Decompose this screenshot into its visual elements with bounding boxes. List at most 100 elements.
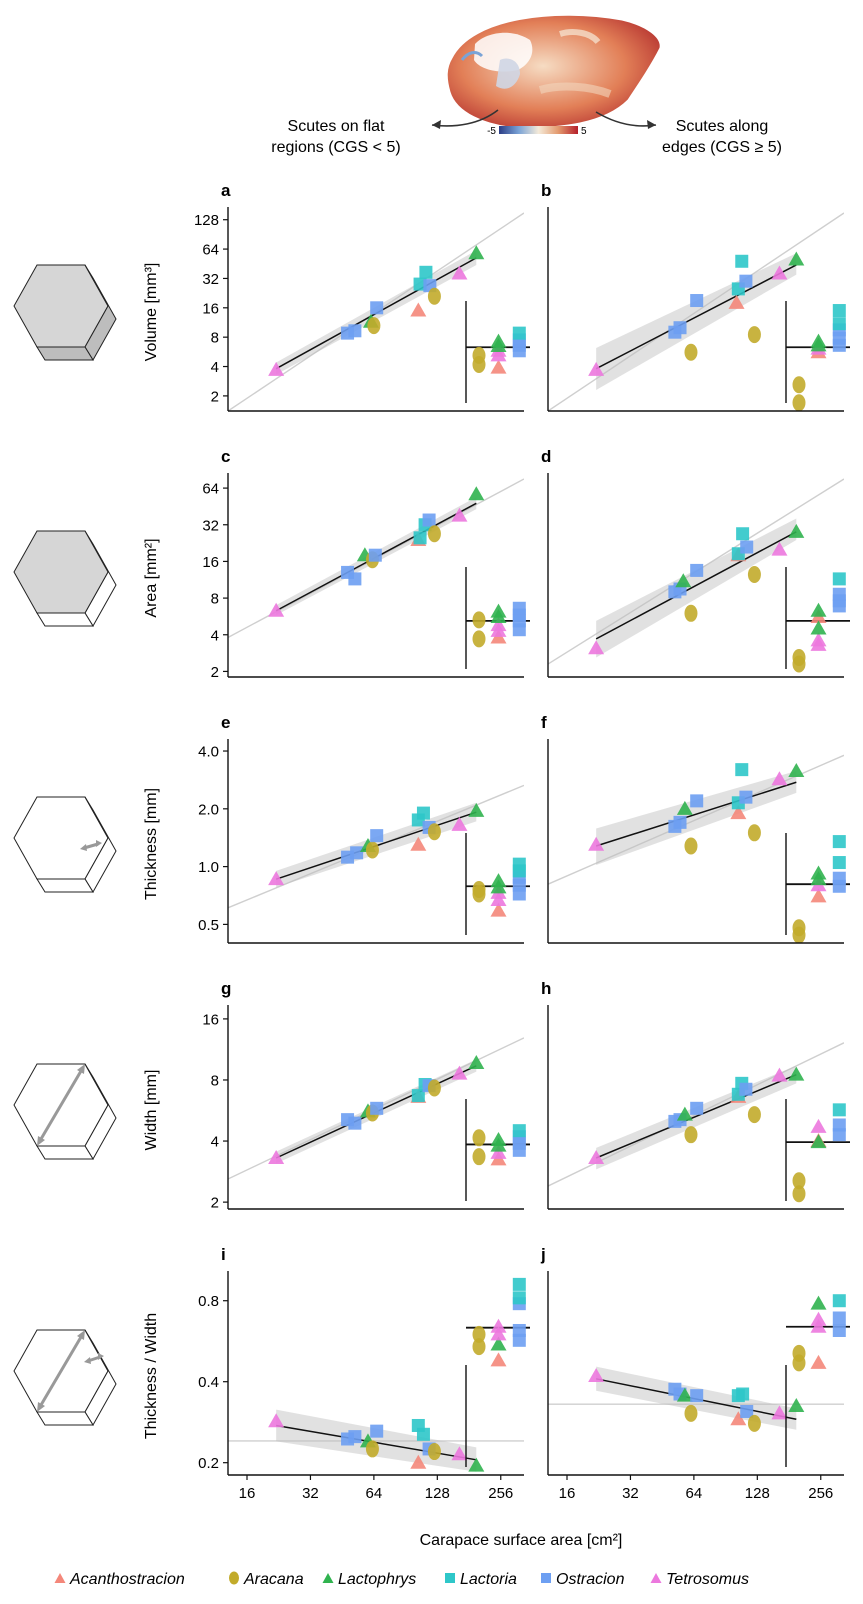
data-point-c-aracana — [427, 525, 441, 543]
data-point-h-lactophrys — [676, 1106, 693, 1121]
y-tick-label: 4 — [211, 359, 219, 376]
inset-point-b-lactoria — [832, 317, 846, 331]
inset-point-g-tetrosomus — [490, 1144, 507, 1159]
carapace-illustration — [446, 14, 661, 129]
inset-point-b-aracana — [792, 376, 806, 394]
y-tick-label: 2 — [211, 664, 219, 681]
legend-label: Tetrosomus — [666, 1571, 749, 1588]
inset-point-f-lactoria — [832, 835, 846, 849]
data-point-f-ostracion — [690, 794, 704, 808]
y-tick-label: 32 — [202, 271, 219, 288]
legend-label: Aracana — [243, 1571, 304, 1588]
y-tick-label: 2 — [211, 1195, 219, 1212]
data-point-h-aracana — [684, 1126, 698, 1144]
data-point-f-aracana — [747, 824, 761, 842]
y-tick-label: 0.2 — [198, 1455, 219, 1472]
scute-icon-ratio — [13, 1329, 117, 1426]
panel-g: g 2 4 8 16 Width [mm] — [143, 979, 530, 1212]
inset-point-c-tetrosomus — [490, 617, 507, 632]
right-arrow-icon — [595, 111, 657, 129]
inset-point-a-lactophrys — [490, 333, 507, 348]
data-point-j-lactoria — [736, 1387, 750, 1401]
data-point-f-ostracion — [673, 815, 687, 829]
data-point-e-ostracion — [350, 846, 364, 860]
y-tick-label: 32 — [202, 517, 219, 534]
x-tick-label: 64 — [366, 1485, 383, 1502]
data-point-b-tetrosomus — [771, 265, 788, 280]
inset-point-b-lactophrys — [810, 333, 827, 348]
data-point-f-lactophrys — [788, 762, 805, 777]
data-point-b-acanthostracion — [728, 294, 745, 309]
data-point-j-acanthostracion — [730, 1411, 747, 1426]
inset-point-g-aracana — [472, 1148, 486, 1166]
legend-marker — [445, 1573, 455, 1583]
data-point-a-ostracion — [370, 301, 384, 315]
data-point-i-aracana — [427, 1443, 441, 1461]
data-point-f-tetrosomus — [771, 771, 788, 786]
panel-i-plot-area — [228, 1409, 524, 1472]
regression-line — [595, 781, 797, 847]
data-point-a-aracana — [427, 287, 441, 305]
inset-point-b-aracana — [792, 394, 806, 412]
x-tick-label: 256 — [488, 1485, 513, 1502]
y-axis-label: Area [mm²] — [143, 538, 160, 617]
data-point-a-lactoria — [419, 265, 433, 279]
data-point-d-aracana — [747, 565, 761, 583]
x-tick-label: 128 — [425, 1485, 450, 1502]
panel-letter: a — [221, 181, 231, 200]
colorbar-gradient — [499, 126, 578, 134]
panel-b-plot-area — [548, 212, 844, 411]
panel-letter: f — [541, 713, 547, 732]
data-point-f-acanthostracion — [730, 805, 747, 820]
legend-item-aracana: Aracana — [229, 1571, 304, 1588]
inset-point-i-ostracion — [512, 1323, 526, 1337]
data-point-j-lactophrys — [676, 1387, 693, 1402]
inset-point-f-ostracion — [832, 871, 846, 885]
data-point-a-ostracion — [348, 324, 362, 338]
inset-point-j-tetrosomus — [810, 1311, 827, 1326]
inset-point-g-lactoria — [512, 1124, 526, 1138]
data-point-g-ostracion — [370, 1101, 384, 1115]
data-point-j-ostracion — [690, 1389, 704, 1403]
inset-point-i-lactoria — [512, 1291, 526, 1305]
panels: a 2 4 8 16 32 64 128 Volume [mm³] b c 2 4 8 16 32 64 Area… — [143, 181, 850, 1476]
data-point-f-ostracion — [739, 790, 753, 804]
data-point-e-tetrosomus — [451, 816, 468, 831]
legend-marker — [541, 1573, 551, 1583]
panel-b: b — [541, 181, 850, 412]
regression-line — [595, 1073, 797, 1159]
panel-letter: d — [541, 447, 551, 466]
data-point-e-aracana — [427, 823, 441, 841]
data-point-j-tetrosomus — [588, 1368, 605, 1382]
data-point-b-tetrosomus — [588, 361, 605, 376]
data-point-i-ostracion — [348, 1430, 362, 1444]
data-point-c-lactoria — [413, 531, 427, 545]
x-tick-label: 64 — [686, 1485, 703, 1502]
header-left-label-line1: Scutes on flat — [288, 118, 386, 135]
panel-d: d — [541, 447, 850, 678]
confidence-band — [596, 518, 797, 658]
inset-point-i-lactophrys — [490, 1336, 507, 1351]
inset-point-d-lactophrys — [810, 620, 827, 635]
panel-c: c 2 4 8 16 32 64 Area [mm²] — [143, 447, 530, 681]
x-tick-label: 32 — [302, 1485, 319, 1502]
data-point-c-ostracion — [422, 513, 436, 527]
legend-marker — [322, 1573, 334, 1583]
data-point-e-aracana — [365, 841, 379, 859]
data-point-h-tetrosomus — [771, 1067, 788, 1082]
data-point-i-ostracion — [370, 1424, 384, 1438]
data-point-b-ostracion — [690, 294, 704, 308]
data-point-f-aracana — [684, 837, 698, 855]
data-point-c-lactophrys — [468, 486, 485, 501]
panel-e-plot-area — [228, 784, 524, 909]
y-tick-label: 8 — [211, 330, 219, 347]
data-point-f-lactophrys — [676, 800, 693, 815]
y-tick-label: 16 — [202, 1011, 219, 1028]
inset-point-j-ostracion — [832, 1311, 846, 1325]
inset-point-c-ostracion — [512, 601, 526, 615]
legend-item-lactophrys: Lactophrys — [322, 1571, 416, 1588]
inset-point-j-ostracion — [832, 1323, 846, 1337]
data-point-h-ostracion — [690, 1101, 704, 1115]
y-tick-label: 128 — [194, 212, 219, 229]
scute-icon-volume — [13, 264, 117, 361]
